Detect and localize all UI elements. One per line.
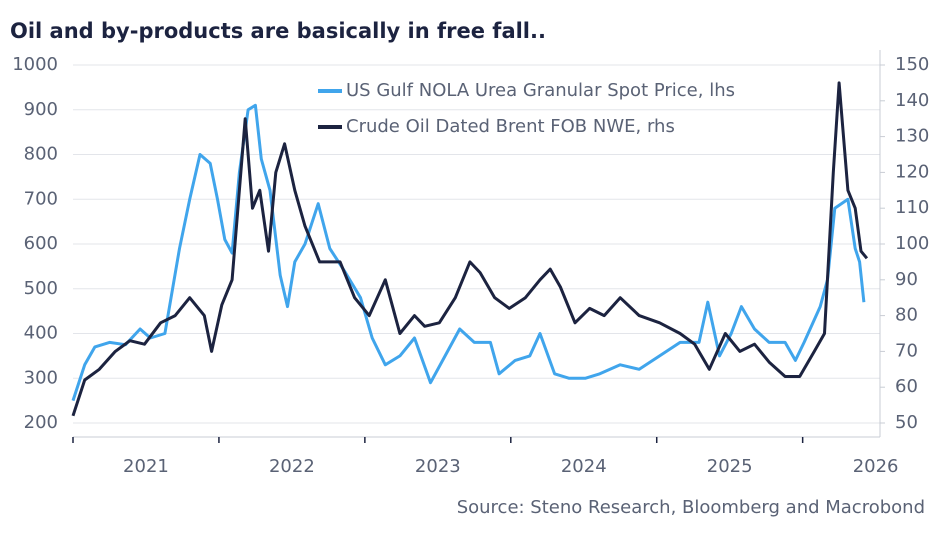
y-tick-label: 500 [24, 278, 58, 299]
y2-tick-label: 60 [895, 376, 918, 397]
x-tick-label: 2022 [269, 456, 315, 477]
y-tick-label: 800 [24, 144, 58, 165]
chart-title: Oil and by-products are basically in fre… [10, 19, 546, 43]
y2-tick-label: 140 [895, 90, 929, 111]
y-tick-label: 400 [24, 323, 58, 344]
y-tick-label: 700 [24, 188, 58, 209]
y2-tick-label: 120 [895, 161, 929, 182]
x-tick-label: 2024 [561, 456, 607, 477]
y-tick-label: 900 [24, 99, 58, 120]
y2-tick-label: 130 [895, 126, 929, 147]
y2-tick-label: 100 [895, 233, 929, 254]
series-line [71, 103, 866, 402]
y2-tick-label: 50 [895, 412, 918, 433]
legend-label: Crude Oil Dated Brent FOB NWE, rhs [346, 116, 675, 137]
y-tick-label: 200 [24, 412, 58, 433]
y2-tick-label: 70 [895, 340, 918, 361]
y-tick-label: 600 [24, 233, 58, 254]
x-tick-label: 2021 [123, 456, 169, 477]
legend-label: US Gulf NOLA Urea Granular Spot Price, l… [346, 80, 735, 101]
x-tick-label: 2025 [707, 456, 753, 477]
y2-tick-label: 150 [895, 54, 929, 75]
y-tick-label: 1000 [12, 54, 58, 75]
y2-tick-label: 90 [895, 269, 918, 290]
series-line [71, 81, 869, 417]
y2-tick-label: 80 [895, 305, 918, 326]
y-tick-label: 300 [24, 367, 58, 388]
x-tick-label: 2023 [415, 456, 461, 477]
x-tick-label: 2026 [853, 456, 899, 477]
source-note: Source: Steno Research, Bloomberg and Ma… [457, 497, 925, 518]
y2-tick-label: 110 [895, 197, 929, 218]
